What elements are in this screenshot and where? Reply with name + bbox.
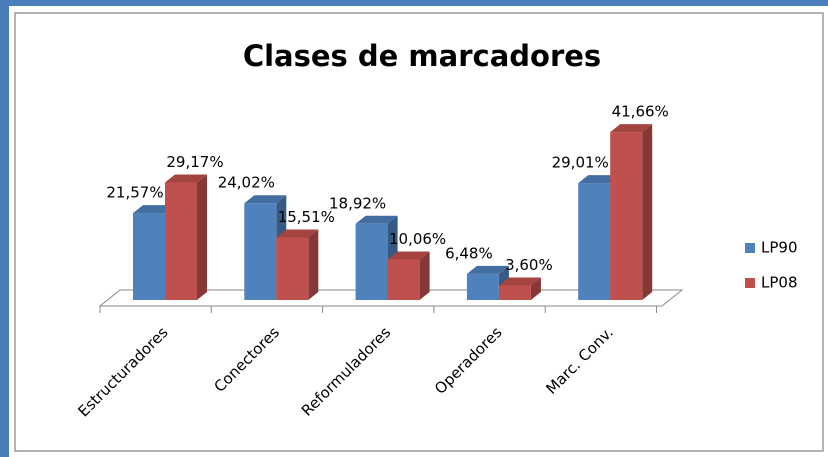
bar-front (244, 203, 277, 300)
bar-top (133, 205, 175, 214)
value-label: 29,17% (166, 153, 223, 171)
bar-top (276, 229, 319, 238)
bar-top (610, 124, 653, 133)
bar-top (165, 174, 207, 183)
bar-front (355, 223, 388, 300)
bar-side (530, 277, 541, 300)
bar-front (578, 183, 611, 300)
legend-swatch (745, 278, 755, 288)
bar-front (466, 273, 499, 300)
value-label: 15,51% (278, 208, 335, 226)
bar-top (355, 215, 398, 224)
value-label: 10,06% (389, 230, 446, 248)
legend-label: LP08 (761, 274, 798, 292)
bar-top (387, 251, 430, 260)
bar-side (419, 251, 430, 300)
value-label: 29,01% (552, 154, 609, 172)
bar-top (244, 195, 287, 204)
bar-top (498, 277, 541, 286)
bar-side (308, 229, 319, 300)
bar (276, 229, 319, 300)
value-label: 21,57% (106, 184, 163, 202)
value-label: 3,60% (505, 256, 553, 274)
bar-side (197, 174, 207, 300)
bar-front (498, 285, 531, 300)
bar (498, 277, 541, 300)
bar-front (165, 182, 197, 300)
bar-side (642, 124, 653, 300)
value-label: 24,02% (218, 174, 275, 192)
bar-front (133, 213, 165, 300)
legend-label: LP90 (761, 239, 798, 257)
bar (610, 124, 653, 300)
value-label: 6,48% (445, 244, 493, 262)
bar (466, 265, 509, 300)
value-label: 18,92% (329, 194, 386, 212)
bar (387, 251, 430, 300)
bar (165, 174, 207, 300)
chart-title: Clases de marcadores (243, 39, 601, 73)
bar-front (387, 259, 420, 300)
bar-top (466, 265, 509, 274)
bar-top (578, 175, 621, 184)
value-label: 41,66% (612, 103, 669, 121)
bar-front (276, 237, 309, 300)
frame-left (0, 0, 9, 457)
legend-swatch (745, 243, 755, 253)
frame-top (0, 0, 828, 6)
bar-front (610, 132, 643, 300)
